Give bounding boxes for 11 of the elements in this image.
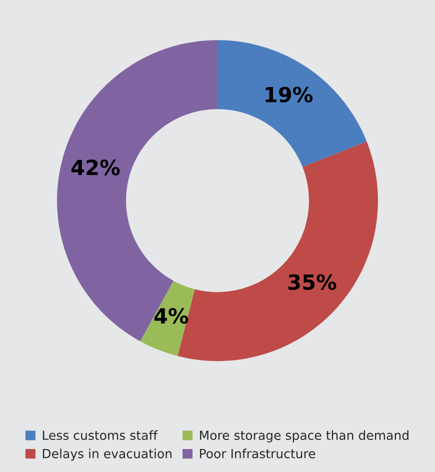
donut-slice: [57, 40, 218, 342]
data-label: 4%: [154, 308, 188, 324]
data-label: 19%: [266, 86, 313, 102]
data-label: 35%: [288, 274, 336, 290]
legend-label: Delays in evacuation: [42, 448, 172, 461]
legend-label: Poor Infrastructure: [200, 448, 316, 458]
donut-slice: [218, 40, 367, 167]
legend-label: More storage space than demand: [200, 430, 408, 442]
data-label: 42%: [71, 160, 120, 176]
donut-slice: [140, 280, 195, 356]
legend-label: Less customs staff: [42, 430, 158, 440]
